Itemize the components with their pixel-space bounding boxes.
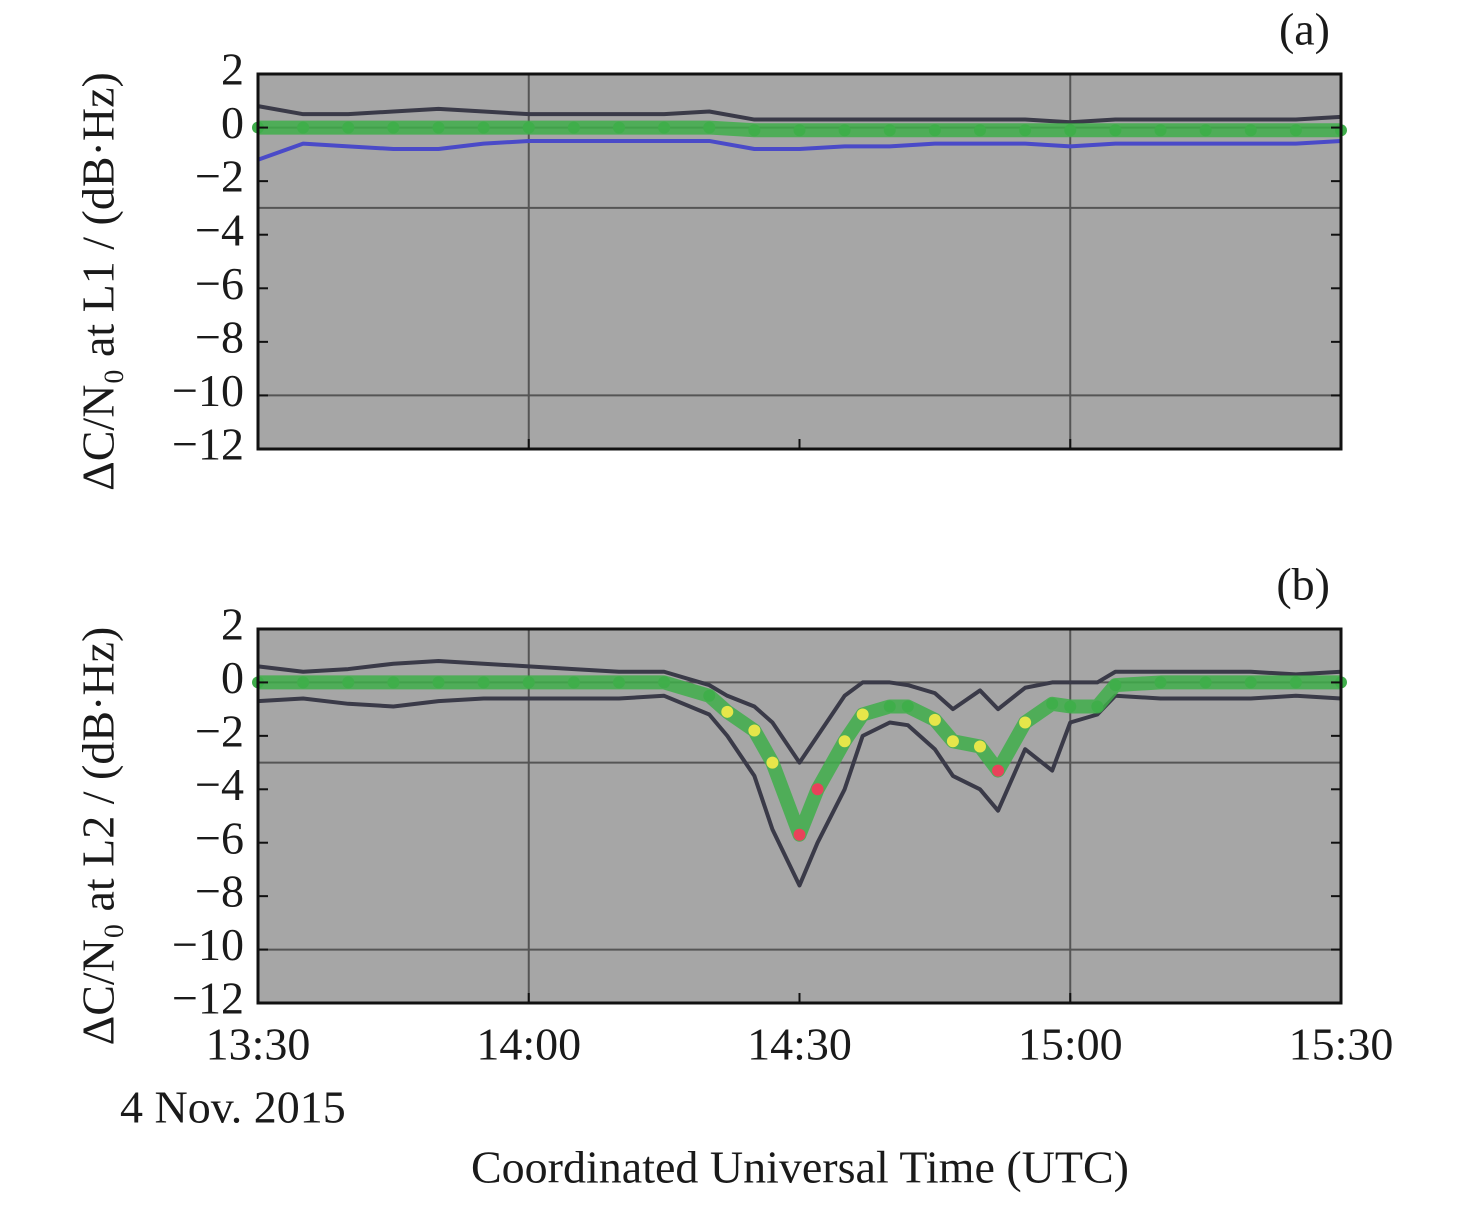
x-tick-label: 13:30 xyxy=(206,1019,311,1070)
mean-point xyxy=(1199,124,1212,137)
envelope-line xyxy=(257,104,1342,125)
mean-point xyxy=(567,121,580,134)
y-tick-label: −2 xyxy=(195,151,244,202)
mean-point xyxy=(928,124,941,137)
y-axis-label: ΔC/N₀ at L2 / (dB·Hz) xyxy=(73,627,124,1046)
mean-point xyxy=(946,735,959,748)
mean-point xyxy=(1289,124,1302,137)
mean-point xyxy=(522,676,535,689)
mean-point xyxy=(974,740,986,753)
x-axis-label: Coordinated Universal Time (UTC) xyxy=(471,1142,1129,1193)
mean-point xyxy=(703,689,716,702)
x-tick-label: 15:30 xyxy=(1289,1019,1394,1070)
mean-point xyxy=(522,121,535,134)
mean-point xyxy=(297,121,310,134)
y-tick-label: −8 xyxy=(195,866,244,917)
mean-point xyxy=(766,756,779,769)
y-tick-label: −10 xyxy=(172,919,244,970)
mean-point xyxy=(387,676,400,689)
y-tick-label: −4 xyxy=(195,204,244,255)
y-tick-label: −2 xyxy=(195,705,244,756)
mean-point xyxy=(477,676,490,689)
mean-point xyxy=(748,724,761,737)
x-tick-label: 14:00 xyxy=(476,1019,581,1070)
mean-point xyxy=(1289,676,1302,689)
mean-point xyxy=(432,121,445,134)
mean-point xyxy=(567,676,580,689)
mean-point xyxy=(811,783,824,796)
mean-point xyxy=(297,676,310,689)
mean-point xyxy=(1109,124,1122,137)
envelope-line xyxy=(257,138,1342,162)
mean-point xyxy=(793,124,806,137)
mean-point xyxy=(703,121,716,134)
mean-point xyxy=(387,121,400,134)
mean-point xyxy=(1199,676,1212,689)
mean-point xyxy=(613,676,625,689)
mean-point xyxy=(901,700,914,713)
mean-line xyxy=(258,675,1341,842)
date-label: 4 Nov. 2015 xyxy=(120,1082,346,1133)
mean-point xyxy=(793,828,806,841)
mean-point xyxy=(658,121,671,134)
mean-point xyxy=(1064,700,1077,713)
mean-point xyxy=(1244,124,1257,137)
mean-point xyxy=(838,735,851,748)
y-axis-label: ΔC/N₀ at L1 / (dB·Hz) xyxy=(73,72,124,491)
y-tick-label: 2 xyxy=(221,599,244,650)
mean-point xyxy=(613,121,625,134)
mean-point xyxy=(721,705,734,718)
x-tick-label: 14:30 xyxy=(747,1019,852,1070)
y-tick-label: −6 xyxy=(195,812,244,863)
mean-point xyxy=(748,124,761,137)
mean-point xyxy=(883,124,896,137)
mean-point xyxy=(1154,124,1167,137)
y-tick-label: −8 xyxy=(195,311,244,362)
y-tick-label: −10 xyxy=(172,365,244,416)
mean-point xyxy=(1154,676,1167,689)
mean-point xyxy=(883,700,896,713)
x-tick-label: 15:00 xyxy=(1018,1019,1123,1070)
y-tick-label: 0 xyxy=(221,97,244,148)
envelope-line xyxy=(257,659,1342,765)
y-tick-label: −12 xyxy=(172,973,244,1024)
panel-label: (b) xyxy=(1276,559,1330,610)
y-tick-label: 0 xyxy=(221,652,244,703)
y-tick-label: 2 xyxy=(221,44,244,95)
panel-label: (a) xyxy=(1279,4,1330,55)
mean-point xyxy=(856,708,869,721)
mean-point xyxy=(342,676,355,689)
mean-point xyxy=(1091,700,1104,713)
mean-point xyxy=(342,121,355,134)
mean-point xyxy=(432,676,445,689)
mean-point xyxy=(1046,697,1059,710)
mean-point xyxy=(1019,716,1032,729)
y-tick-label: −12 xyxy=(172,419,244,470)
y-tick-label: −4 xyxy=(195,759,244,810)
mean-point xyxy=(1019,124,1032,137)
mean-point xyxy=(838,124,851,137)
mean-point xyxy=(992,764,1005,777)
mean-point xyxy=(928,713,941,726)
mean-point xyxy=(1109,679,1122,692)
mean-point xyxy=(477,121,490,134)
mean-point xyxy=(1064,124,1077,137)
mean-point xyxy=(658,676,671,689)
y-tick-label: −6 xyxy=(195,258,244,309)
mean-point xyxy=(974,124,986,137)
mean-point xyxy=(1244,676,1257,689)
